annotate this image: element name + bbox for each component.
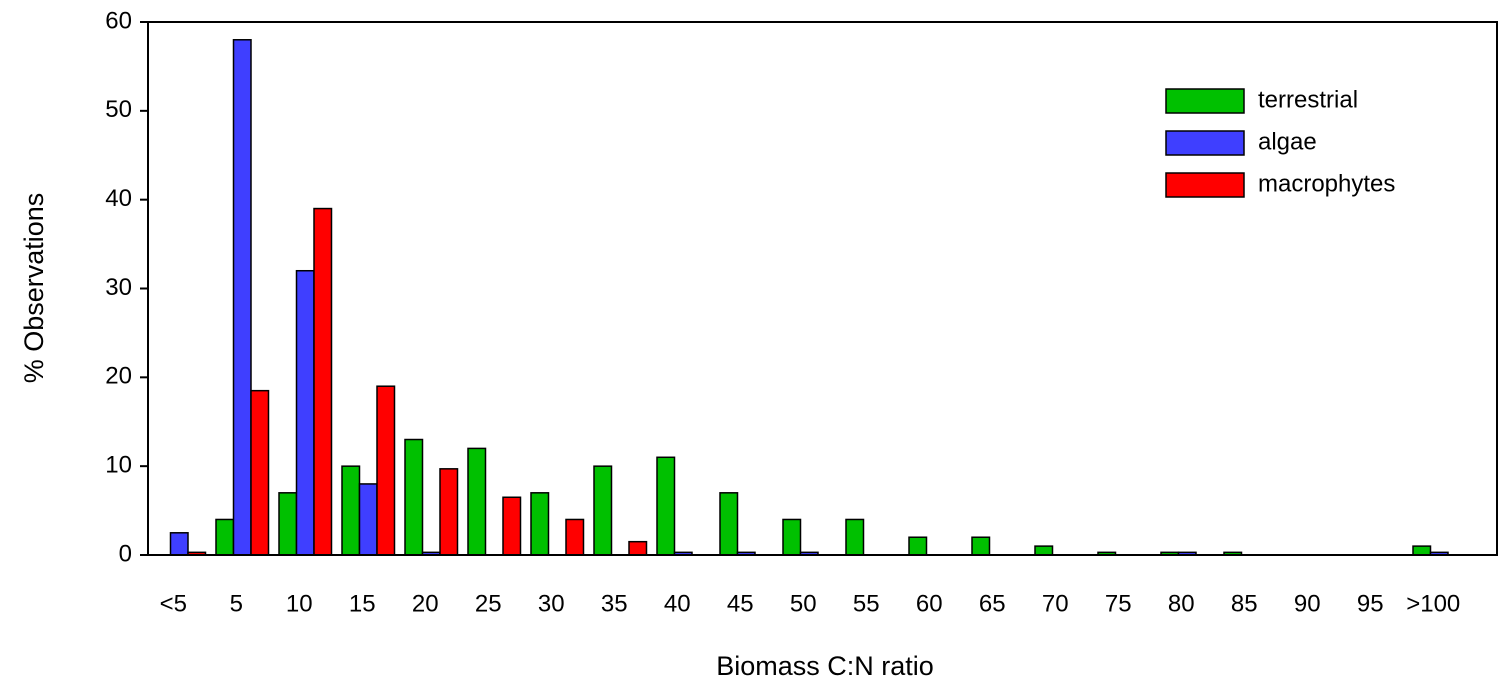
legend-swatch bbox=[1165, 88, 1245, 114]
y-tick-label: 20 bbox=[105, 363, 132, 390]
bar bbox=[341, 465, 361, 556]
y-tick-label: 30 bbox=[105, 274, 132, 301]
x-tick-label: 20 bbox=[412, 590, 439, 617]
x-tick-label: 5 bbox=[230, 590, 243, 617]
x-tick-label: 35 bbox=[601, 590, 628, 617]
x-axis-label: Biomass C:N ratio bbox=[716, 651, 934, 681]
bar bbox=[295, 269, 315, 556]
bar bbox=[358, 483, 378, 556]
legend-swatch bbox=[1165, 130, 1245, 156]
y-tick-label: 10 bbox=[105, 452, 132, 479]
plot-frame bbox=[147, 21, 1498, 556]
x-tick-label: 15 bbox=[349, 590, 376, 617]
bar bbox=[971, 536, 991, 556]
x-tick-label: 40 bbox=[664, 590, 691, 617]
y-axis-label: % Observations bbox=[19, 193, 49, 384]
legend-label: macrophytes bbox=[1258, 170, 1395, 197]
x-tick-label: 10 bbox=[286, 590, 313, 617]
x-tick-label: 60 bbox=[916, 590, 943, 617]
x-tick-label: <5 bbox=[160, 590, 187, 617]
y-tick-label: 50 bbox=[105, 96, 132, 123]
bar bbox=[215, 518, 235, 556]
legend-swatch bbox=[1165, 172, 1245, 198]
bar bbox=[782, 518, 802, 556]
bar bbox=[1412, 545, 1432, 556]
x-tick-label: 80 bbox=[1168, 590, 1195, 617]
bar bbox=[467, 447, 487, 556]
bar bbox=[278, 492, 298, 556]
bar bbox=[250, 389, 270, 556]
bar bbox=[628, 540, 648, 556]
bar bbox=[565, 518, 585, 556]
x-tick-label: 70 bbox=[1042, 590, 1069, 617]
bar bbox=[656, 456, 676, 556]
x-tick-label: 50 bbox=[790, 590, 817, 617]
bar bbox=[313, 207, 333, 556]
x-tick-label: 65 bbox=[979, 590, 1006, 617]
y-tick-label: 0 bbox=[119, 540, 132, 567]
bar bbox=[404, 438, 424, 556]
bar bbox=[908, 536, 928, 556]
x-tick-label: >100 bbox=[1406, 590, 1460, 617]
bar bbox=[593, 465, 613, 556]
x-tick-label: 85 bbox=[1231, 590, 1258, 617]
legend-label: terrestrial bbox=[1258, 86, 1358, 113]
x-tick-label: 90 bbox=[1294, 590, 1321, 617]
bar bbox=[1034, 545, 1054, 556]
y-tick-label: 60 bbox=[105, 7, 132, 34]
x-tick-label: 95 bbox=[1357, 590, 1384, 617]
x-tick-label: 25 bbox=[475, 590, 502, 617]
bar bbox=[232, 39, 252, 556]
bar bbox=[719, 492, 739, 556]
bar bbox=[439, 468, 459, 556]
bar bbox=[502, 496, 522, 556]
x-tick-label: 75 bbox=[1105, 590, 1132, 617]
x-tick-label: 45 bbox=[727, 590, 754, 617]
x-tick-label: 30 bbox=[538, 590, 565, 617]
bar bbox=[169, 532, 189, 556]
bar bbox=[845, 518, 865, 556]
bar bbox=[376, 385, 396, 556]
x-tick-label: 55 bbox=[853, 590, 880, 617]
bar bbox=[530, 492, 550, 556]
y-tick-label: 40 bbox=[105, 185, 132, 212]
legend-label: algae bbox=[1258, 128, 1317, 155]
